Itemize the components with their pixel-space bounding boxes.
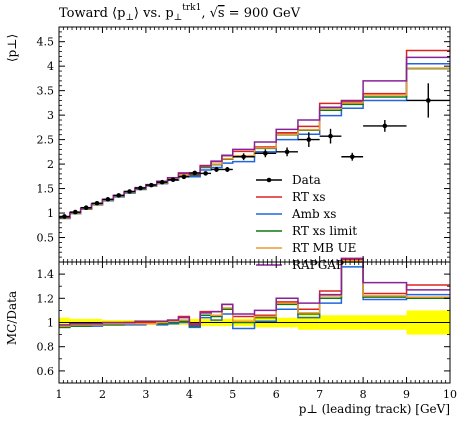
x-tick-label: 6 xyxy=(273,388,280,401)
legend-label-0: Data xyxy=(292,173,321,187)
data-point xyxy=(241,154,246,160)
y-bottom-tick-label: 1 xyxy=(47,317,54,330)
legend: Data RT xs Amb xs RT xs limit RT MB UE RAPGAP xyxy=(256,173,357,272)
data-point xyxy=(116,193,122,198)
y-axis-label-top: ⟨p⊥⟩ xyxy=(5,34,19,62)
data-point xyxy=(349,154,355,160)
data-point xyxy=(284,149,290,155)
data-point xyxy=(62,214,67,219)
x-tick-label: 2 xyxy=(99,388,106,401)
x-tick-label: 3 xyxy=(142,388,149,401)
y-top-tick-label: 3 xyxy=(47,109,54,122)
y-top-tick-label: 0.5 xyxy=(37,232,55,245)
series-layer xyxy=(59,49,450,330)
y-bottom-tick-label: 1.4 xyxy=(37,268,55,281)
x-tick-label: 5 xyxy=(229,388,236,401)
data-point xyxy=(83,205,89,210)
data-points-layer xyxy=(59,83,450,219)
y-top-tick-label: 1 xyxy=(47,207,54,220)
x-tick-label: 1 xyxy=(56,388,63,401)
legend-swatch-data-marker xyxy=(266,177,272,183)
y-top-tick-label: 2.5 xyxy=(37,134,55,147)
x-axis-label: p⊥ (leading track) [GeV] xyxy=(299,402,450,416)
y-bottom-tick-label: 0.8 xyxy=(37,341,55,354)
data-point xyxy=(306,137,312,142)
x-tick-label: 10 xyxy=(443,388,457,401)
axes-layer: 1 2 3 4 5 6 7 8 9 10 0.5 1 1.5 2 2.5 3 3.5 4 4.5 0.6 0.8 1 1.2… xyxy=(37,26,457,401)
chart-title: Toward ⟨p⊥⟩ vs. p⊥trk1, √s = 900 GeV xyxy=(59,3,301,23)
y-top-tick-label: 4.5 xyxy=(37,36,55,49)
data-point xyxy=(263,151,268,156)
data-point xyxy=(138,185,143,191)
x-tick-label: 9 xyxy=(403,388,410,401)
x-tick-label: 8 xyxy=(360,388,367,401)
x-tick-label: 7 xyxy=(316,388,323,401)
legend-label-5: RAPGAP xyxy=(292,258,344,272)
data-point xyxy=(328,133,333,139)
legend-label-3: RT xs limit xyxy=(292,224,357,238)
data-point xyxy=(382,123,388,129)
data-point xyxy=(159,179,165,185)
data-point xyxy=(181,174,187,180)
data-point xyxy=(105,197,111,202)
data-point xyxy=(214,167,219,172)
y-bottom-tick-label: 0.6 xyxy=(37,365,55,378)
data-point xyxy=(127,189,132,194)
y-bottom-tick-label: 1.2 xyxy=(37,292,55,305)
y-axis-label-bottom: MC/Data xyxy=(5,291,19,345)
data-point xyxy=(149,182,154,188)
data-point xyxy=(94,200,100,206)
x-tick-label: 4 xyxy=(186,388,193,401)
series-top-0 xyxy=(59,49,450,219)
y-top-tick-label: 3.5 xyxy=(37,85,55,98)
y-top-tick-label: 4 xyxy=(47,60,54,73)
y-top-tick-label: 2 xyxy=(47,158,54,171)
y-top-tick-label: 1.5 xyxy=(37,183,55,196)
data-point xyxy=(72,209,78,215)
series-top-4 xyxy=(59,56,450,219)
data-point xyxy=(192,170,198,176)
legend-label-2: Amb xs xyxy=(291,207,336,221)
series-ratio-4 xyxy=(59,257,450,326)
series-ratio-2 xyxy=(59,261,450,329)
data-point xyxy=(425,98,431,103)
legend-label-4: RT MB UE xyxy=(292,241,356,255)
legend-label-1: RT xs xyxy=(292,190,326,204)
data-point xyxy=(170,177,176,183)
data-point xyxy=(203,171,208,176)
data-point xyxy=(225,167,230,172)
